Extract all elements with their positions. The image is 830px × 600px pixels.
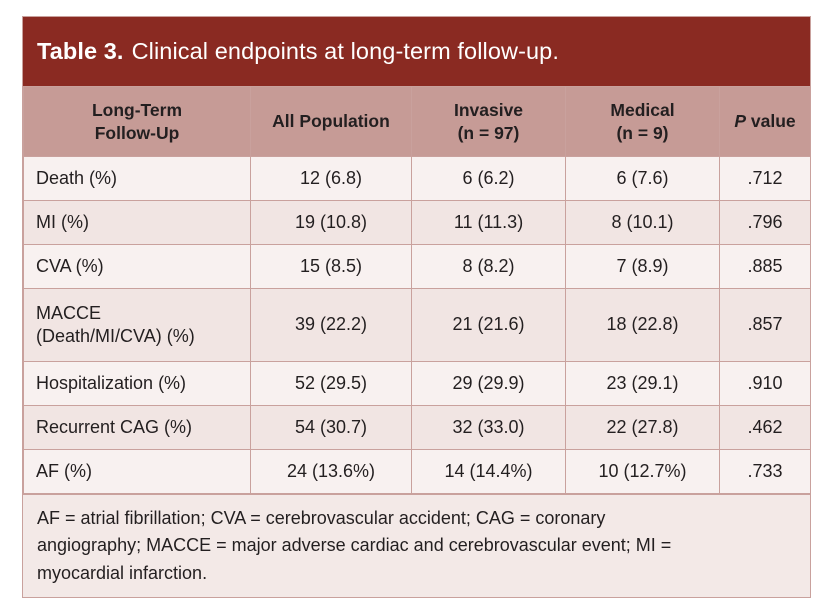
cell-value: 22 (27.8) [565, 405, 720, 450]
cell-value: 14 (14.4%) [411, 449, 566, 494]
cell-value: 6 (6.2) [411, 156, 566, 201]
footnote-text: AF = atrial fibrillation; CVA = cerebrov… [37, 508, 672, 583]
cell-value: .857 [719, 288, 811, 362]
cell-value: 23 (29.1) [565, 361, 720, 406]
row-label: MACCE (Death/MI/CVA) (%) [23, 288, 251, 362]
cell-value: 19 (10.8) [250, 200, 412, 245]
cell-value: 18 (22.8) [565, 288, 720, 362]
row-label: Death (%) [23, 156, 251, 201]
italic-p: P [734, 111, 747, 132]
table-title-number: Table 3. [37, 38, 124, 64]
row-label: AF (%) [23, 449, 251, 494]
table-body: Death (%) 12 (6.8) 6 (6.2) 6 (7.6) .712 MI (%… [23, 156, 811, 494]
table-row: AF (%) 24 (13.6%) 14 (14.4%) 10 (12.7%) .733 [23, 449, 811, 494]
table-row: MI (%) 19 (10.8) 11 (11.3) 8 (10.1) .796 [23, 200, 811, 245]
column-header: All Population [250, 86, 412, 157]
table-card: Table 3. Clinical endpoints at long-term… [22, 16, 811, 599]
cell-value: .910 [719, 361, 811, 406]
row-label: Recurrent CAG (%) [23, 405, 251, 450]
header-row: Long-Term Follow-Up All Population Invasiv… [23, 86, 811, 157]
cell-value: 32 (33.0) [411, 405, 566, 450]
column-header: Medical (n = 9) [565, 86, 720, 157]
row-label: CVA (%) [23, 244, 251, 289]
table-row: CVA (%) 15 (8.5) 8 (8.2) 7 (8.9) .885 [23, 244, 811, 289]
table-title-bar: Table 3. Clinical endpoints at long-term… [23, 17, 810, 86]
footnote: AF = atrial fibrillation; CVA = cerebrov… [23, 494, 810, 598]
cell-value: 6 (7.6) [565, 156, 720, 201]
cell-value: 11 (11.3) [411, 200, 566, 245]
cell-value: 10 (12.7%) [565, 449, 720, 494]
table-row: Hospitalization (%) 52 (29.5) 29 (29.9) 23 … [23, 361, 811, 406]
cell-value: 15 (8.5) [250, 244, 412, 289]
column-header: Long-Term Follow-Up [23, 86, 251, 157]
cell-value: .885 [719, 244, 811, 289]
table-row: MACCE (Death/MI/CVA) (%) 39 (22.2) 21 (21.… [23, 288, 811, 362]
cell-value: .712 [719, 156, 811, 201]
cell-value: 21 (21.6) [411, 288, 566, 362]
cell-value: 12 (6.8) [250, 156, 412, 201]
cell-value: 39 (22.2) [250, 288, 412, 362]
cell-value: 7 (8.9) [565, 244, 720, 289]
cell-value: .796 [719, 200, 811, 245]
cell-value: .462 [719, 405, 811, 450]
row-label: Hospitalization (%) [23, 361, 251, 406]
table-title-text: Clinical endpoints at long-term follow-u… [131, 38, 559, 64]
table-row: Recurrent CAG (%) 54 (30.7) 32 (33.0) 22 (2… [23, 405, 811, 450]
cell-value: 24 (13.6%) [250, 449, 412, 494]
column-header: Invasive (n = 97) [411, 86, 566, 157]
column-header: P value [719, 86, 811, 157]
cell-value: 54 (30.7) [250, 405, 412, 450]
clinical-endpoints-table: Long-Term Follow-Up All Population Invasiv… [23, 86, 811, 494]
row-label: MI (%) [23, 200, 251, 245]
cell-value: 52 (29.5) [250, 361, 412, 406]
cell-value: .733 [719, 449, 811, 494]
cell-value: 8 (8.2) [411, 244, 566, 289]
table-row: Death (%) 12 (6.8) 6 (6.2) 6 (7.6) .712 [23, 156, 811, 201]
cell-value: 29 (29.9) [411, 361, 566, 406]
table-head: Long-Term Follow-Up All Population Invasiv… [23, 86, 811, 157]
cell-value: 8 (10.1) [565, 200, 720, 245]
